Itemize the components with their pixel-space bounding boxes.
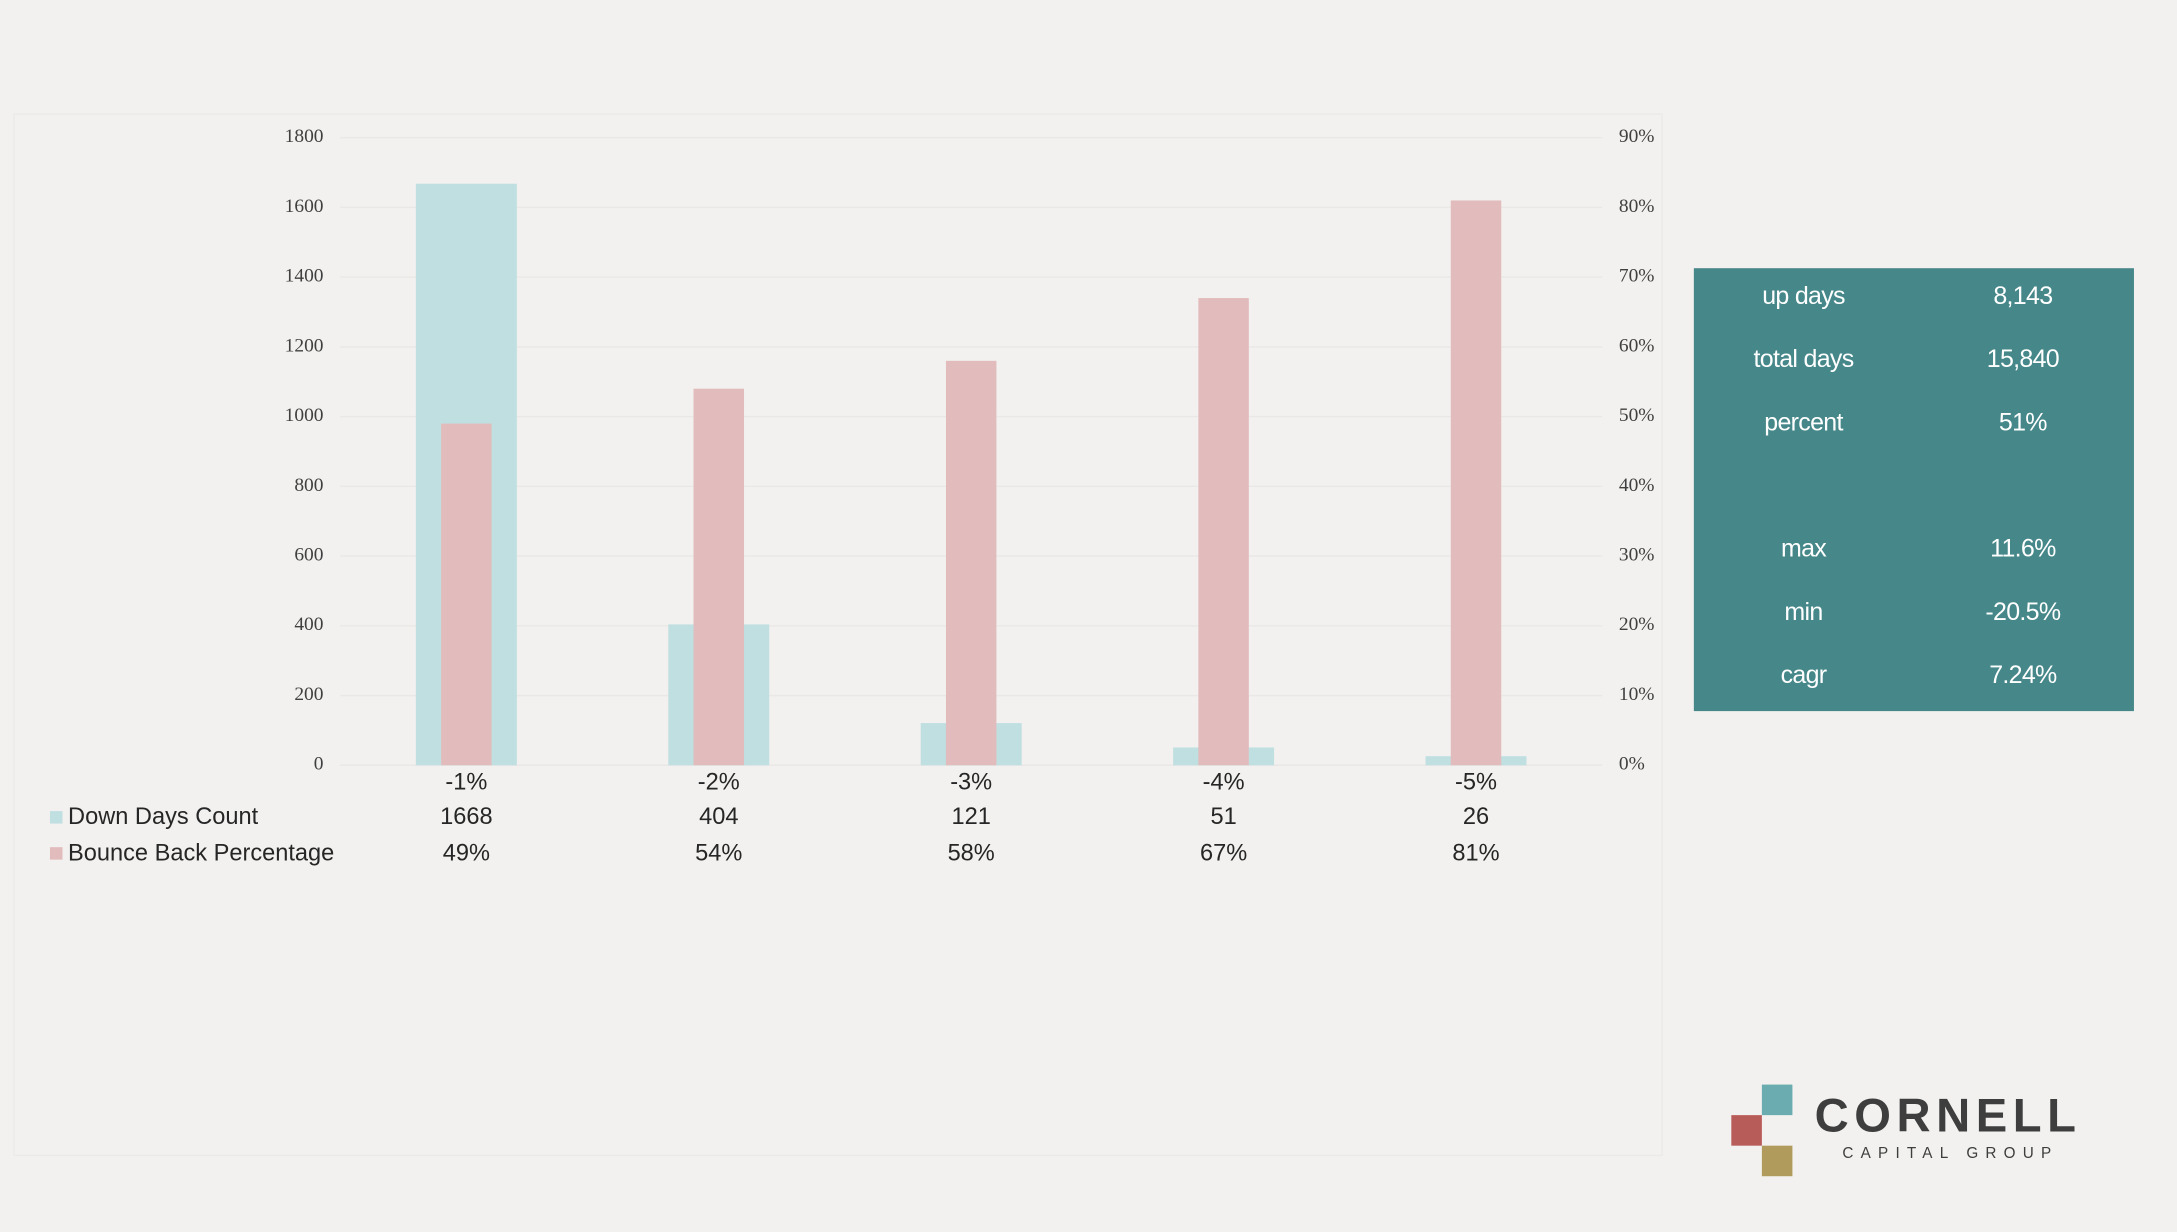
legend-swatch [49, 847, 63, 860]
y2-tick-label: 20% [1619, 614, 1655, 635]
stat-label: percent [1764, 408, 1843, 436]
chart-panel [13, 113, 1663, 1157]
data-table-value: 58% [948, 840, 995, 866]
stat-label: cagr [1781, 661, 1827, 689]
legend-label: Down Days Count [68, 804, 259, 830]
bar [1198, 298, 1249, 766]
y-tick-label: 1400 [285, 266, 324, 287]
y2-tick-label: 70% [1619, 266, 1655, 287]
y2-tick-label: 40% [1619, 475, 1655, 496]
data-table-value: 51 [1210, 804, 1236, 830]
logo-name: CORNELL [1815, 1090, 2082, 1143]
y2-tick-label: 30% [1619, 545, 1655, 566]
data-table-value: 1668 [440, 804, 493, 830]
x-tick-label: -2% [698, 770, 740, 796]
stat-value: 11.6% [1990, 535, 2056, 563]
x-tick-label: -5% [1455, 770, 1497, 796]
y2-tick-label: 0% [1619, 754, 1645, 775]
stat-label: max [1781, 535, 1827, 563]
stat-label: total days [1754, 345, 1854, 373]
logo-square [1761, 1145, 1793, 1177]
y-tick-label: 1600 [285, 196, 324, 217]
bar [693, 388, 745, 766]
y-tick-label: 200 [294, 684, 323, 705]
y-tick-label: 800 [294, 475, 323, 496]
data-table-value: 67% [1200, 840, 1247, 866]
data-table-value: 404 [699, 804, 738, 830]
logo-square [1761, 1084, 1793, 1116]
logo-square [1731, 1115, 1762, 1146]
x-tick-label: -1% [445, 770, 487, 796]
stat-value: 7.24% [1989, 661, 2057, 689]
stat-value: 51% [1999, 408, 2047, 436]
data-table-value: 81% [1452, 840, 1499, 866]
stats-panel [1693, 268, 2134, 712]
data-table-value: 26 [1463, 804, 1489, 830]
bar [1450, 200, 1502, 766]
legend-label: Bounce Back Percentage [68, 840, 334, 866]
x-tick-label: -4% [1203, 770, 1245, 796]
y-tick-label: 0 [314, 754, 324, 775]
stat-value: -20.5% [1985, 598, 2060, 626]
logo-tagline: CAPITAL GROUP [1842, 1145, 2058, 1162]
bar [441, 423, 492, 766]
y2-tick-label: 80% [1619, 196, 1655, 217]
y-tick-label: 1200 [285, 335, 324, 356]
stat-label: min [1784, 598, 1822, 626]
x-tick-label: -3% [950, 770, 992, 796]
y-tick-label: 1800 [285, 126, 324, 147]
y-tick-label: 600 [294, 545, 323, 566]
logo: CORNELL CAPITAL GROUP [1731, 1084, 2082, 1177]
y2-tick-label: 90% [1619, 126, 1655, 147]
data-table-value: 49% [443, 840, 490, 866]
y-tick-label: 1000 [285, 405, 324, 426]
data-table-value: 121 [951, 804, 990, 830]
y2-tick-label: 50% [1619, 405, 1655, 426]
y-tick-label: 400 [294, 614, 323, 635]
stat-value: 8,143 [1993, 282, 2052, 310]
data-table-value: 54% [695, 840, 742, 866]
bar [945, 360, 997, 766]
y2-tick-label: 10% [1619, 684, 1655, 705]
legend-swatch [49, 811, 63, 824]
stat-value: 15,840 [1987, 345, 2059, 373]
y2-tick-label: 60% [1619, 335, 1655, 356]
stat-label: up days [1762, 282, 1845, 310]
